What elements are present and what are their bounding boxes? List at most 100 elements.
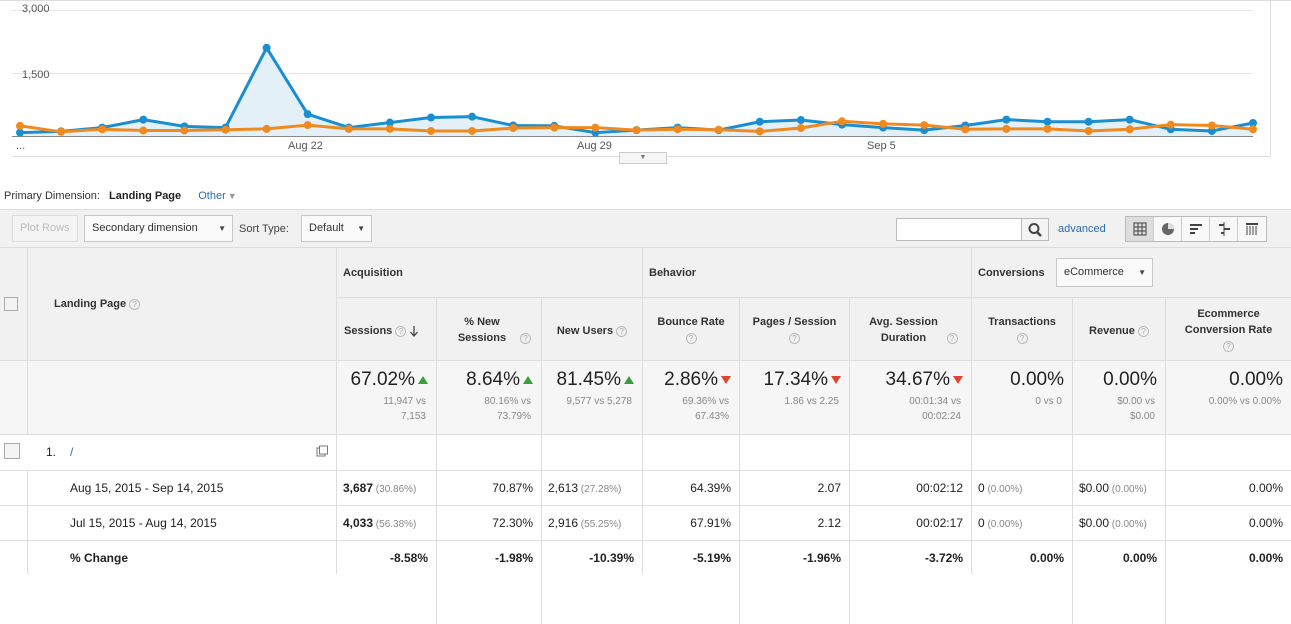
landing-page-link[interactable]: / bbox=[70, 445, 74, 459]
summary-comparison-line: $0.00 vs bbox=[1117, 396, 1155, 407]
collapse-chart-button[interactable]: ▼ bbox=[619, 152, 667, 164]
help-icon[interactable]: ? bbox=[1016, 332, 1028, 344]
sort-type-dropdown[interactable]: Default ▼ bbox=[301, 215, 372, 242]
table-cell: 67.91% bbox=[643, 516, 731, 530]
revenue-column-header[interactable]: Revenue ? bbox=[1073, 323, 1165, 339]
pivot-icon bbox=[1246, 223, 1258, 235]
column-header-label: Revenue bbox=[1089, 325, 1135, 337]
data-point bbox=[1166, 120, 1175, 129]
data-point bbox=[303, 110, 312, 119]
plot-rows-button[interactable]: Plot Rows bbox=[12, 215, 78, 242]
performance-view-button[interactable] bbox=[1182, 217, 1210, 241]
data-point bbox=[755, 117, 764, 126]
summary-percent: 34.67% bbox=[885, 369, 950, 390]
percent-change-label: % Change bbox=[70, 551, 129, 565]
data-point bbox=[16, 121, 24, 130]
select-all-checkbox[interactable] bbox=[4, 297, 18, 311]
pages-per-session-column-header[interactable]: Pages / Session? bbox=[740, 314, 849, 346]
ecommerce-conversion-rate-column-header[interactable]: Ecommerce Conversion Rate? bbox=[1166, 306, 1291, 354]
data-point bbox=[1002, 124, 1011, 133]
cell-percent-of-total: (0.00%) bbox=[1109, 484, 1147, 495]
help-icon[interactable]: ? bbox=[789, 332, 800, 344]
pivot-view-button[interactable] bbox=[1238, 217, 1266, 241]
table-view-button[interactable] bbox=[1126, 217, 1154, 241]
data-point bbox=[1249, 118, 1257, 127]
data-point bbox=[838, 117, 846, 126]
transactions-column-header[interactable]: Transactions? bbox=[972, 314, 1072, 346]
timeline-chart: 3,000 1,500 ... Aug 22 Aug 29 Sep 5 ▼ bbox=[0, 0, 1291, 168]
help-icon[interactable]: ? bbox=[616, 325, 628, 337]
data-point bbox=[16, 128, 24, 137]
bounce-rate-column-header[interactable]: Bounce Rate? bbox=[643, 314, 739, 346]
summary-comparison-line: 0.00% vs 0.00% bbox=[1208, 396, 1281, 407]
data-point bbox=[468, 112, 477, 121]
new-sessions-column-header[interactable]: % New Sessions ? bbox=[437, 314, 541, 346]
open-page-icon[interactable] bbox=[316, 445, 328, 457]
cell-value: 0 bbox=[978, 516, 985, 530]
column-header-label: Pages / Session bbox=[752, 316, 837, 328]
cell-value: 2,916 bbox=[548, 516, 579, 530]
column-header-label: Avg. Session Duration bbox=[869, 316, 938, 344]
summary-change-value: 2.86% bbox=[643, 369, 731, 391]
help-icon[interactable]: ? bbox=[1137, 325, 1149, 337]
table-cell: -5.19% bbox=[643, 551, 731, 565]
cell-value: 0.00% bbox=[1248, 516, 1283, 530]
help-icon[interactable]: ? bbox=[946, 332, 958, 344]
summary-change-value: 67.02% bbox=[337, 369, 428, 391]
data-point bbox=[961, 125, 970, 134]
secondary-dimension-dropdown[interactable]: Secondary dimension ▼ bbox=[84, 215, 233, 242]
x-tick-label: Sep 5 bbox=[867, 140, 896, 152]
data-point bbox=[139, 126, 148, 135]
summary-percent: 67.02% bbox=[350, 369, 415, 390]
help-icon[interactable]: ? bbox=[520, 332, 532, 344]
cell-percent-of-total: (56.38%) bbox=[373, 519, 417, 530]
caret-down-icon: ▼ bbox=[357, 224, 365, 233]
table-search-input[interactable] bbox=[896, 218, 1022, 241]
cell-value: -1.98% bbox=[494, 551, 533, 565]
conversions-type-dropdown[interactable]: eCommerce ▼ bbox=[1056, 258, 1153, 287]
pie-view-button[interactable] bbox=[1154, 217, 1182, 241]
landing-page-header-label: Landing Page bbox=[54, 298, 127, 310]
caret-down-icon: ▼ bbox=[218, 224, 226, 233]
summary-change-value: 81.45% bbox=[542, 369, 634, 391]
column-header-label: Bounce Rate bbox=[657, 316, 725, 328]
primary-dimension-landing-page[interactable]: Landing Page bbox=[109, 190, 182, 202]
summary-percent: 17.34% bbox=[763, 369, 828, 390]
cell-value: 70.87% bbox=[492, 481, 533, 495]
avg-session-duration-column-header[interactable]: Avg. Session Duration ? bbox=[850, 314, 971, 346]
x-tick-label: ... bbox=[16, 140, 26, 152]
secondary-dimension-label: Secondary dimension bbox=[92, 222, 198, 234]
data-point bbox=[879, 119, 888, 128]
pie-chart-icon bbox=[1161, 223, 1174, 235]
caret-down-icon: ▼ bbox=[227, 191, 237, 201]
cell-percent-of-total: (30.86%) bbox=[373, 484, 417, 495]
help-icon[interactable]: ? bbox=[395, 325, 407, 337]
help-icon[interactable]: ? bbox=[685, 332, 697, 344]
landing-page-column-header[interactable]: Landing Page ? bbox=[54, 298, 141, 310]
summary-comparison: 69.36% vs 67.43% bbox=[643, 394, 729, 424]
table-cell: 2.07 bbox=[740, 481, 841, 495]
data-point bbox=[1043, 124, 1052, 133]
help-icon[interactable]: ? bbox=[1223, 340, 1234, 352]
advanced-filter-link[interactable]: advanced bbox=[1058, 223, 1106, 235]
sessions-column-header[interactable]: Sessions ? bbox=[337, 323, 436, 339]
data-point bbox=[1084, 117, 1093, 126]
summary-comparison-line: 9,577 vs 5,278 bbox=[566, 396, 632, 407]
table-cell: 64.39% bbox=[643, 481, 731, 495]
summary-comparison-line: 11,947 vs bbox=[383, 396, 426, 407]
x-tick-label: Aug 22 bbox=[288, 140, 323, 152]
summary-change-value: 0.00% bbox=[1073, 369, 1157, 391]
primary-dimension-other[interactable]: Other bbox=[198, 190, 226, 202]
comparison-view-button[interactable] bbox=[1210, 217, 1238, 241]
column-header-label: % New Sessions bbox=[457, 316, 507, 344]
data-point bbox=[98, 125, 107, 134]
data-point bbox=[344, 124, 353, 133]
cell-value: 72.30% bbox=[492, 516, 533, 530]
cell-value: 00:02:17 bbox=[916, 516, 963, 530]
row-checkbox[interactable] bbox=[4, 443, 20, 459]
summary-change-value: 0.00% bbox=[1166, 369, 1283, 391]
help-icon[interactable]: ? bbox=[129, 298, 141, 310]
table-cell: 00:02:12 bbox=[850, 481, 963, 495]
new-users-column-header[interactable]: New Users ? bbox=[542, 323, 642, 339]
search-button[interactable] bbox=[1021, 218, 1049, 241]
